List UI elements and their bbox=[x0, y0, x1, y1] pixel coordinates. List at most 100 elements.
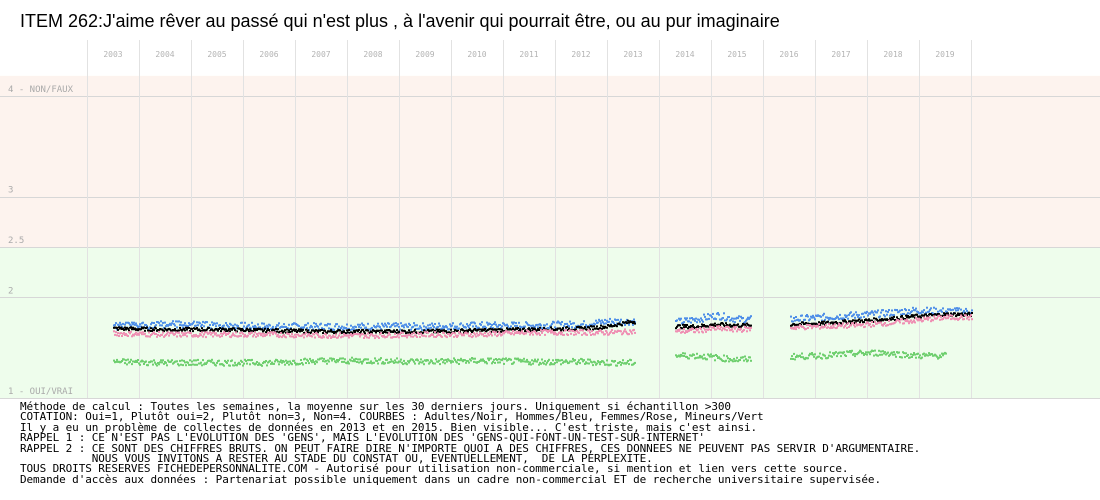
data-point bbox=[713, 324, 715, 327]
data-point bbox=[956, 307, 958, 310]
data-point bbox=[825, 324, 827, 326]
data-point bbox=[522, 360, 524, 363]
data-point bbox=[145, 324, 147, 326]
data-point bbox=[679, 355, 681, 358]
data-point bbox=[560, 333, 562, 336]
data-point bbox=[125, 359, 127, 362]
data-point bbox=[303, 326, 305, 329]
data-point bbox=[245, 360, 247, 362]
data-point bbox=[596, 325, 598, 328]
data-point bbox=[423, 325, 425, 328]
data-point bbox=[858, 318, 860, 321]
data-point bbox=[293, 359, 295, 362]
data-point bbox=[613, 332, 615, 335]
data-point bbox=[408, 322, 410, 325]
data-point bbox=[180, 363, 182, 366]
data-point bbox=[228, 326, 230, 329]
data-point bbox=[305, 323, 307, 326]
data-point bbox=[438, 328, 440, 331]
data-point bbox=[819, 327, 821, 330]
data-point bbox=[135, 331, 137, 334]
data-point bbox=[419, 361, 421, 364]
data-point bbox=[532, 333, 534, 336]
data-point bbox=[460, 332, 462, 335]
data-point bbox=[513, 321, 515, 324]
data-point bbox=[159, 324, 161, 327]
data-point bbox=[419, 325, 421, 328]
data-point bbox=[289, 360, 291, 363]
data-point bbox=[288, 323, 290, 326]
data-point bbox=[116, 334, 118, 337]
data-point bbox=[838, 322, 840, 325]
data-point bbox=[940, 315, 942, 318]
data-point bbox=[710, 353, 712, 356]
data-point bbox=[186, 328, 188, 331]
data-point bbox=[325, 333, 327, 336]
data-point bbox=[181, 359, 183, 362]
data-point bbox=[280, 332, 282, 335]
data-point bbox=[693, 353, 695, 356]
note-line: RAPPEL 1 : CE N'EST PAS L'EVOLUTION DES … bbox=[20, 431, 705, 445]
data-point bbox=[193, 359, 195, 362]
data-point bbox=[483, 335, 485, 338]
data-point bbox=[741, 324, 743, 327]
data-point bbox=[231, 359, 233, 362]
data-point bbox=[685, 318, 687, 321]
data-point bbox=[574, 359, 576, 362]
data-point bbox=[540, 324, 542, 327]
data-point bbox=[180, 321, 182, 324]
data-point bbox=[415, 334, 417, 337]
data-point bbox=[413, 360, 415, 363]
data-point bbox=[747, 359, 749, 362]
data-point bbox=[745, 326, 747, 329]
data-point bbox=[843, 320, 845, 323]
data-point bbox=[367, 329, 369, 332]
data-point bbox=[234, 329, 236, 332]
data-point bbox=[401, 361, 403, 364]
data-point bbox=[965, 307, 967, 310]
data-point bbox=[735, 325, 737, 328]
data-point bbox=[869, 312, 871, 315]
data-point bbox=[232, 332, 234, 335]
data-point bbox=[811, 327, 813, 330]
data-point bbox=[722, 360, 724, 362]
data-point bbox=[229, 330, 231, 333]
data-point bbox=[219, 335, 221, 338]
note-line: Demande d'accès aux données : Partenaria… bbox=[20, 472, 881, 486]
data-point bbox=[236, 364, 238, 367]
data-point bbox=[893, 351, 895, 354]
data-point bbox=[793, 352, 795, 355]
data-point bbox=[233, 327, 235, 330]
data-point bbox=[450, 334, 452, 337]
data-point bbox=[473, 360, 475, 363]
data-point bbox=[149, 335, 151, 338]
data-point bbox=[518, 321, 520, 324]
data-point bbox=[592, 364, 594, 367]
data-point bbox=[394, 332, 396, 335]
data-point bbox=[460, 322, 462, 325]
data-point bbox=[370, 360, 372, 363]
data-point bbox=[693, 318, 695, 321]
data-point bbox=[547, 360, 549, 363]
data-point bbox=[872, 350, 874, 352]
data-point bbox=[307, 329, 309, 332]
data-point bbox=[153, 331, 155, 334]
data-point bbox=[455, 326, 457, 329]
data-point bbox=[343, 333, 345, 336]
data-point bbox=[200, 361, 202, 364]
data-point bbox=[560, 323, 562, 326]
data-point bbox=[142, 331, 144, 334]
data-point bbox=[926, 306, 928, 309]
data-point bbox=[619, 320, 621, 323]
data-point bbox=[123, 328, 125, 331]
data-point bbox=[968, 318, 970, 321]
data-point bbox=[603, 327, 605, 330]
data-point bbox=[891, 351, 893, 354]
data-point bbox=[565, 359, 567, 362]
data-point bbox=[405, 334, 407, 337]
data-point bbox=[163, 362, 165, 365]
data-point bbox=[289, 331, 291, 333]
data-point bbox=[905, 314, 907, 317]
data-point bbox=[568, 327, 570, 330]
data-point bbox=[576, 329, 578, 332]
